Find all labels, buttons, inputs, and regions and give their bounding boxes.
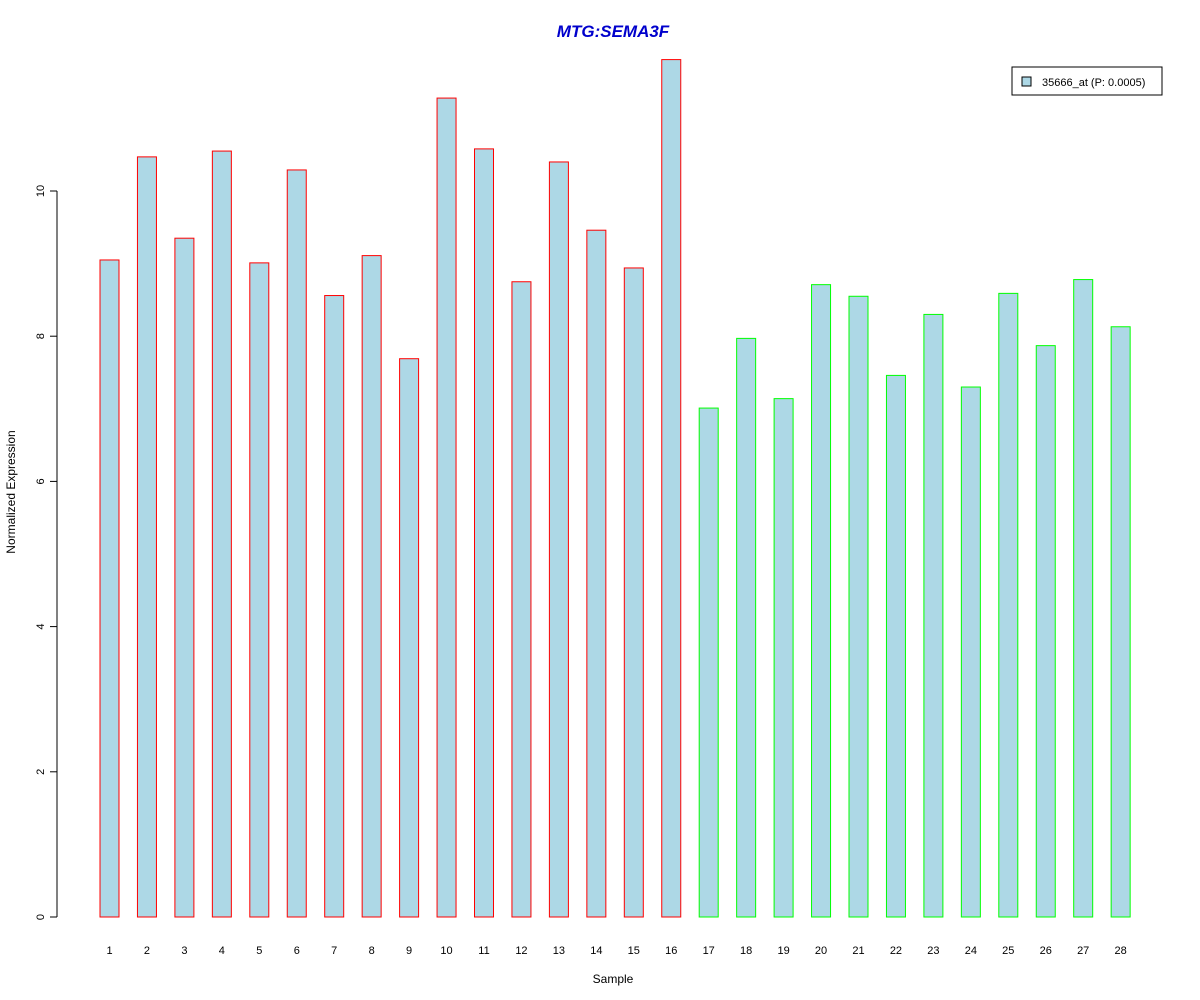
- bar: [736, 337, 757, 918]
- bar: [511, 281, 532, 918]
- x-tick-label: 3: [181, 945, 187, 957]
- x-tick-label: 19: [777, 945, 789, 957]
- bar: [698, 407, 719, 918]
- legend-swatch: [1021, 76, 1032, 87]
- bar: [174, 237, 195, 918]
- bar: [998, 292, 1019, 918]
- bar: [99, 259, 120, 918]
- x-tick-label: 9: [406, 945, 412, 957]
- bar: [399, 358, 420, 918]
- y-tick-label: 8: [35, 333, 47, 339]
- x-tick-label: 28: [1115, 945, 1127, 957]
- bar: [848, 295, 869, 918]
- x-tick-label: 4: [219, 945, 225, 957]
- bar: [249, 262, 270, 918]
- x-tick-label: 8: [369, 945, 375, 957]
- bar: [923, 313, 944, 918]
- legend-box: [1011, 66, 1163, 96]
- x-tick-label: 14: [590, 945, 602, 957]
- bar: [211, 150, 232, 918]
- x-tick-label: 15: [628, 945, 640, 957]
- x-tick-label: 5: [256, 945, 262, 957]
- x-tick-label: 23: [927, 945, 939, 957]
- x-tick-label: 18: [740, 945, 752, 957]
- y-tick-label: 6: [35, 478, 47, 484]
- x-tick-label: 10: [440, 945, 452, 957]
- bar: [474, 148, 494, 918]
- bar: [324, 295, 345, 918]
- y-tick-label: 2: [35, 769, 47, 775]
- bar: [960, 386, 981, 918]
- y-axis: 0 2 4 6 8 10: [35, 185, 58, 920]
- x-tick-label: 26: [1040, 945, 1052, 957]
- x-tick-label: 12: [515, 945, 527, 957]
- y-tick-label: 10: [35, 185, 47, 197]
- legend-label: 35666_at (P: 0.0005): [1042, 77, 1145, 89]
- bar: [623, 267, 644, 918]
- x-tick-label: 17: [703, 945, 715, 957]
- x-tick-labels: 1 2 3 4 5 6 7 8 9 10 11 12 13 14 15 16 17 18 19 20 21 22 23 24 2…: [106, 945, 1126, 957]
- bar: [436, 97, 457, 918]
- x-tick-label: 7: [331, 945, 337, 957]
- x-tick-label: 22: [890, 945, 902, 957]
- x-tick-label: 21: [852, 945, 864, 957]
- bar: [1073, 279, 1094, 918]
- x-tick-label: 1: [106, 945, 112, 957]
- y-tick-label: 0: [35, 914, 47, 920]
- bar: [286, 169, 307, 918]
- bar: [1035, 345, 1056, 918]
- bar: [811, 284, 832, 918]
- bar: [885, 374, 906, 918]
- y-tick-label: 4: [35, 624, 47, 630]
- x-tick-label: 11: [478, 945, 489, 957]
- bar: [773, 398, 794, 918]
- x-axis-label: Sample: [593, 972, 634, 986]
- y-axis-label: Normalized Expression: [4, 430, 18, 553]
- x-tick-label: 6: [294, 945, 300, 957]
- x-tick-label: 2: [144, 945, 150, 957]
- x-tick-label: 20: [815, 945, 827, 957]
- bar: [661, 59, 682, 918]
- chart-title: MTG:SEMA3F: [557, 22, 670, 41]
- x-tick-label: 16: [665, 945, 677, 957]
- x-tick-label: 24: [965, 945, 977, 957]
- bar: [1110, 326, 1131, 918]
- bar: [586, 229, 607, 918]
- bar: [548, 161, 569, 918]
- x-tick-label: 25: [1002, 945, 1014, 957]
- bars: [99, 59, 1131, 918]
- x-tick-label: 27: [1077, 945, 1089, 957]
- legend: 35666_at (P: 0.0005): [1011, 66, 1163, 96]
- bar: [361, 255, 382, 918]
- x-tick-label: 13: [553, 945, 565, 957]
- bar: [136, 156, 157, 918]
